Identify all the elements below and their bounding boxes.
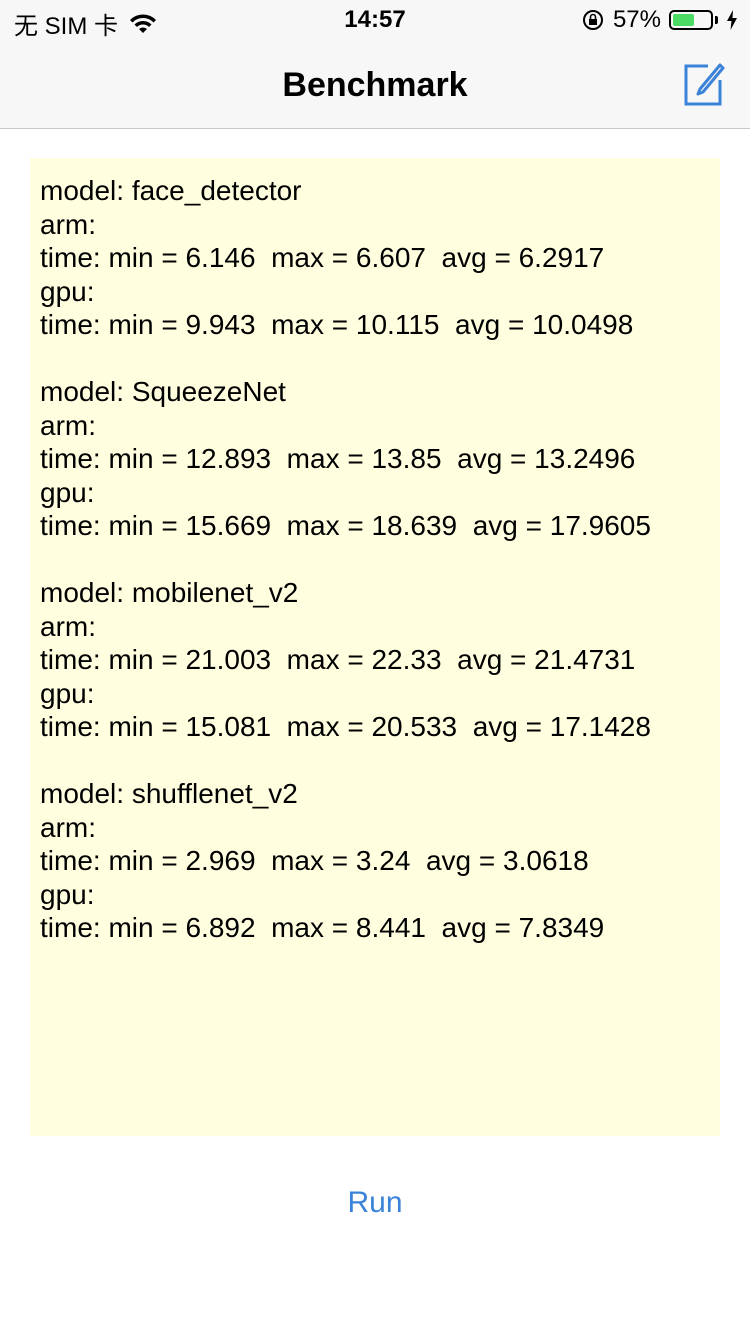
result-block-shufflenet-v2: model: shufflenet_v2 arm: time: min = 2.…	[40, 777, 710, 945]
gpu-label: gpu:	[40, 878, 95, 910]
battery-icon	[669, 10, 713, 30]
gpu-time: time: min = 15.669 max = 18.639 avg = 17…	[40, 510, 651, 541]
battery-fill	[673, 14, 694, 26]
arm-time: time: min = 12.893 max = 13.85 avg = 13.…	[40, 443, 636, 474]
gpu-time: time: min = 9.943 max = 10.115 avg = 10.…	[40, 309, 634, 340]
arm-label: arm:	[40, 208, 96, 240]
compose-icon	[684, 63, 725, 106]
status-bar: 无 SIM 卡 14:57 57%	[0, 0, 750, 40]
gpu-time: time: min = 6.892 max = 8.441 avg = 7.83…	[40, 912, 605, 943]
wifi-icon	[130, 13, 157, 33]
arm-time: time: min = 21.003 max = 22.33 avg = 21.…	[40, 644, 636, 675]
result-block-mobilenet-v2: model: mobilenet_v2 arm: time: min = 21.…	[40, 576, 710, 744]
arm-time: time: min = 2.969 max = 3.24 avg = 3.061…	[40, 845, 589, 876]
navigation-bar: Benchmark	[0, 40, 750, 129]
compose-button[interactable]	[678, 58, 728, 108]
model-name: model: shufflenet_v2	[40, 778, 298, 809]
arm-time: time: min = 6.146 max = 6.607 avg = 6.29…	[40, 242, 605, 273]
gpu-time: time: min = 15.081 max = 20.533 avg = 17…	[40, 711, 651, 742]
rotation-lock-icon	[582, 10, 603, 30]
status-time: 14:57	[344, 6, 406, 33]
carrier-label: 无 SIM 卡	[14, 13, 119, 40]
battery-cap	[715, 16, 718, 24]
arm-label: arm:	[40, 409, 96, 441]
result-block-face-detector: model: face_detector arm: time: min = 6.…	[40, 174, 710, 342]
battery-percent: 57%	[612, 6, 661, 33]
result-block-squeezenet: model: SqueezeNet arm: time: min = 12.89…	[40, 375, 710, 543]
arm-label: arm:	[40, 610, 96, 642]
gpu-label: gpu:	[40, 275, 95, 307]
page-title: Benchmark	[282, 66, 468, 104]
model-name: model: SqueezeNet	[40, 376, 286, 407]
charging-bolt-icon	[727, 10, 737, 30]
gpu-label: gpu:	[40, 677, 95, 709]
gpu-label: gpu:	[40, 476, 95, 508]
run-button[interactable]: Run	[347, 1186, 403, 1219]
status-left: 无 SIM 卡	[14, 6, 158, 41]
model-name: model: face_detector	[40, 175, 302, 206]
arm-label: arm:	[40, 811, 96, 843]
model-name: model: mobilenet_v2	[40, 577, 299, 608]
benchmark-output: model: face_detector arm: time: min = 6.…	[30, 158, 720, 1136]
status-right: 57%	[581, 6, 738, 34]
